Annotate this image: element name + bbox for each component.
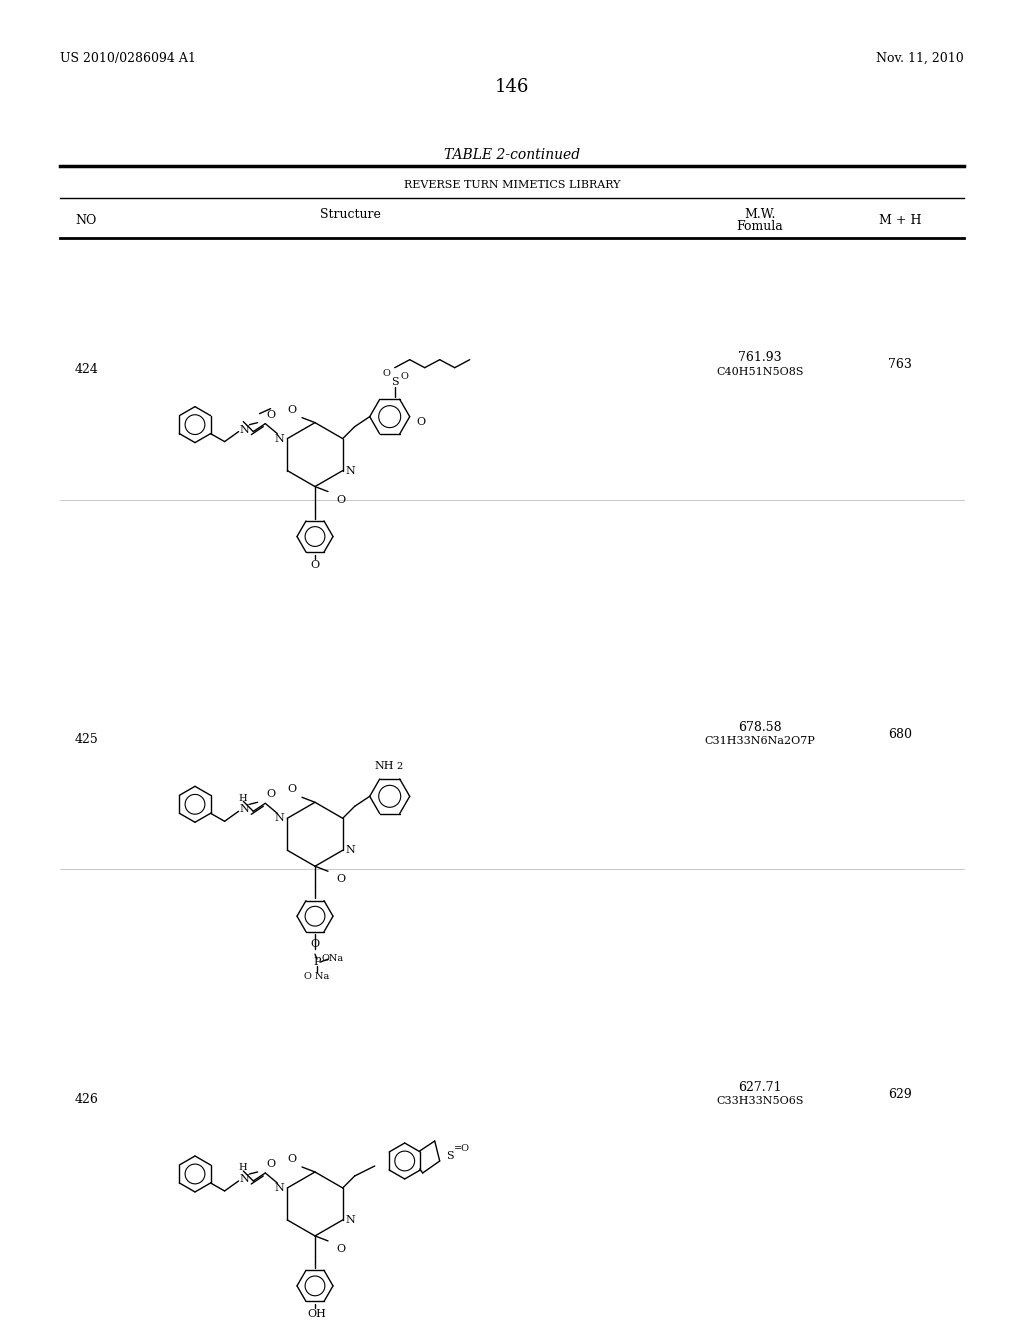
Text: O: O xyxy=(416,417,425,426)
Text: Nov. 11, 2010: Nov. 11, 2010 xyxy=(877,51,964,65)
Text: 426: 426 xyxy=(75,1093,99,1106)
Text: 2: 2 xyxy=(396,762,402,771)
Text: O: O xyxy=(310,939,319,949)
Text: M + H: M + H xyxy=(879,214,922,227)
Text: M.W.: M.W. xyxy=(744,207,776,220)
Text: O: O xyxy=(337,874,345,884)
Text: O: O xyxy=(266,789,275,800)
Text: US 2010/0286094 A1: US 2010/0286094 A1 xyxy=(60,51,196,65)
Text: N: N xyxy=(346,1214,355,1225)
Text: O: O xyxy=(266,1159,275,1170)
Text: O: O xyxy=(337,495,345,504)
Text: ONa: ONa xyxy=(322,953,344,962)
Text: H: H xyxy=(239,793,247,803)
Text: O: O xyxy=(266,409,275,420)
Text: 627.71: 627.71 xyxy=(738,1081,781,1093)
Text: O: O xyxy=(288,405,297,414)
Text: O: O xyxy=(310,560,319,569)
Text: N: N xyxy=(240,425,250,434)
Text: P: P xyxy=(313,957,321,968)
Text: O: O xyxy=(400,372,409,381)
Text: 425: 425 xyxy=(75,733,98,746)
Text: O Na: O Na xyxy=(304,972,330,981)
Text: OH: OH xyxy=(307,1309,327,1319)
Text: 146: 146 xyxy=(495,78,529,96)
Text: Fomula: Fomula xyxy=(736,220,783,232)
Text: REVERSE TURN MIMETICS LIBRARY: REVERSE TURN MIMETICS LIBRARY xyxy=(403,180,621,190)
Text: N: N xyxy=(346,845,355,855)
Text: C33H33N5O6S: C33H33N5O6S xyxy=(716,1096,804,1106)
Text: O: O xyxy=(337,1243,345,1254)
Text: 763: 763 xyxy=(888,358,912,371)
Text: N: N xyxy=(274,813,285,824)
Text: N: N xyxy=(274,1183,285,1193)
Text: C40H51N5O8S: C40H51N5O8S xyxy=(716,367,804,376)
Text: NO: NO xyxy=(75,214,96,227)
Text: C31H33N6Na2O7P: C31H33N6Na2O7P xyxy=(705,737,815,746)
Text: 761.93: 761.93 xyxy=(738,351,781,364)
Text: N: N xyxy=(240,1173,250,1184)
Text: O: O xyxy=(288,1154,297,1164)
Text: 424: 424 xyxy=(75,363,99,376)
Text: S: S xyxy=(445,1151,454,1162)
Text: N: N xyxy=(274,433,285,444)
Text: TABLE 2-continued: TABLE 2-continued xyxy=(444,148,580,162)
Text: S: S xyxy=(391,376,398,387)
Text: 680: 680 xyxy=(888,727,912,741)
Text: O: O xyxy=(383,370,390,378)
Text: 629: 629 xyxy=(888,1088,912,1101)
Text: N: N xyxy=(240,804,250,814)
Text: N: N xyxy=(346,466,355,475)
Text: O: O xyxy=(288,784,297,795)
Text: H: H xyxy=(239,1163,247,1172)
Text: NH: NH xyxy=(375,762,394,771)
Text: 678.58: 678.58 xyxy=(738,721,781,734)
Text: =O: =O xyxy=(454,1144,470,1154)
Text: Structure: Structure xyxy=(319,207,381,220)
